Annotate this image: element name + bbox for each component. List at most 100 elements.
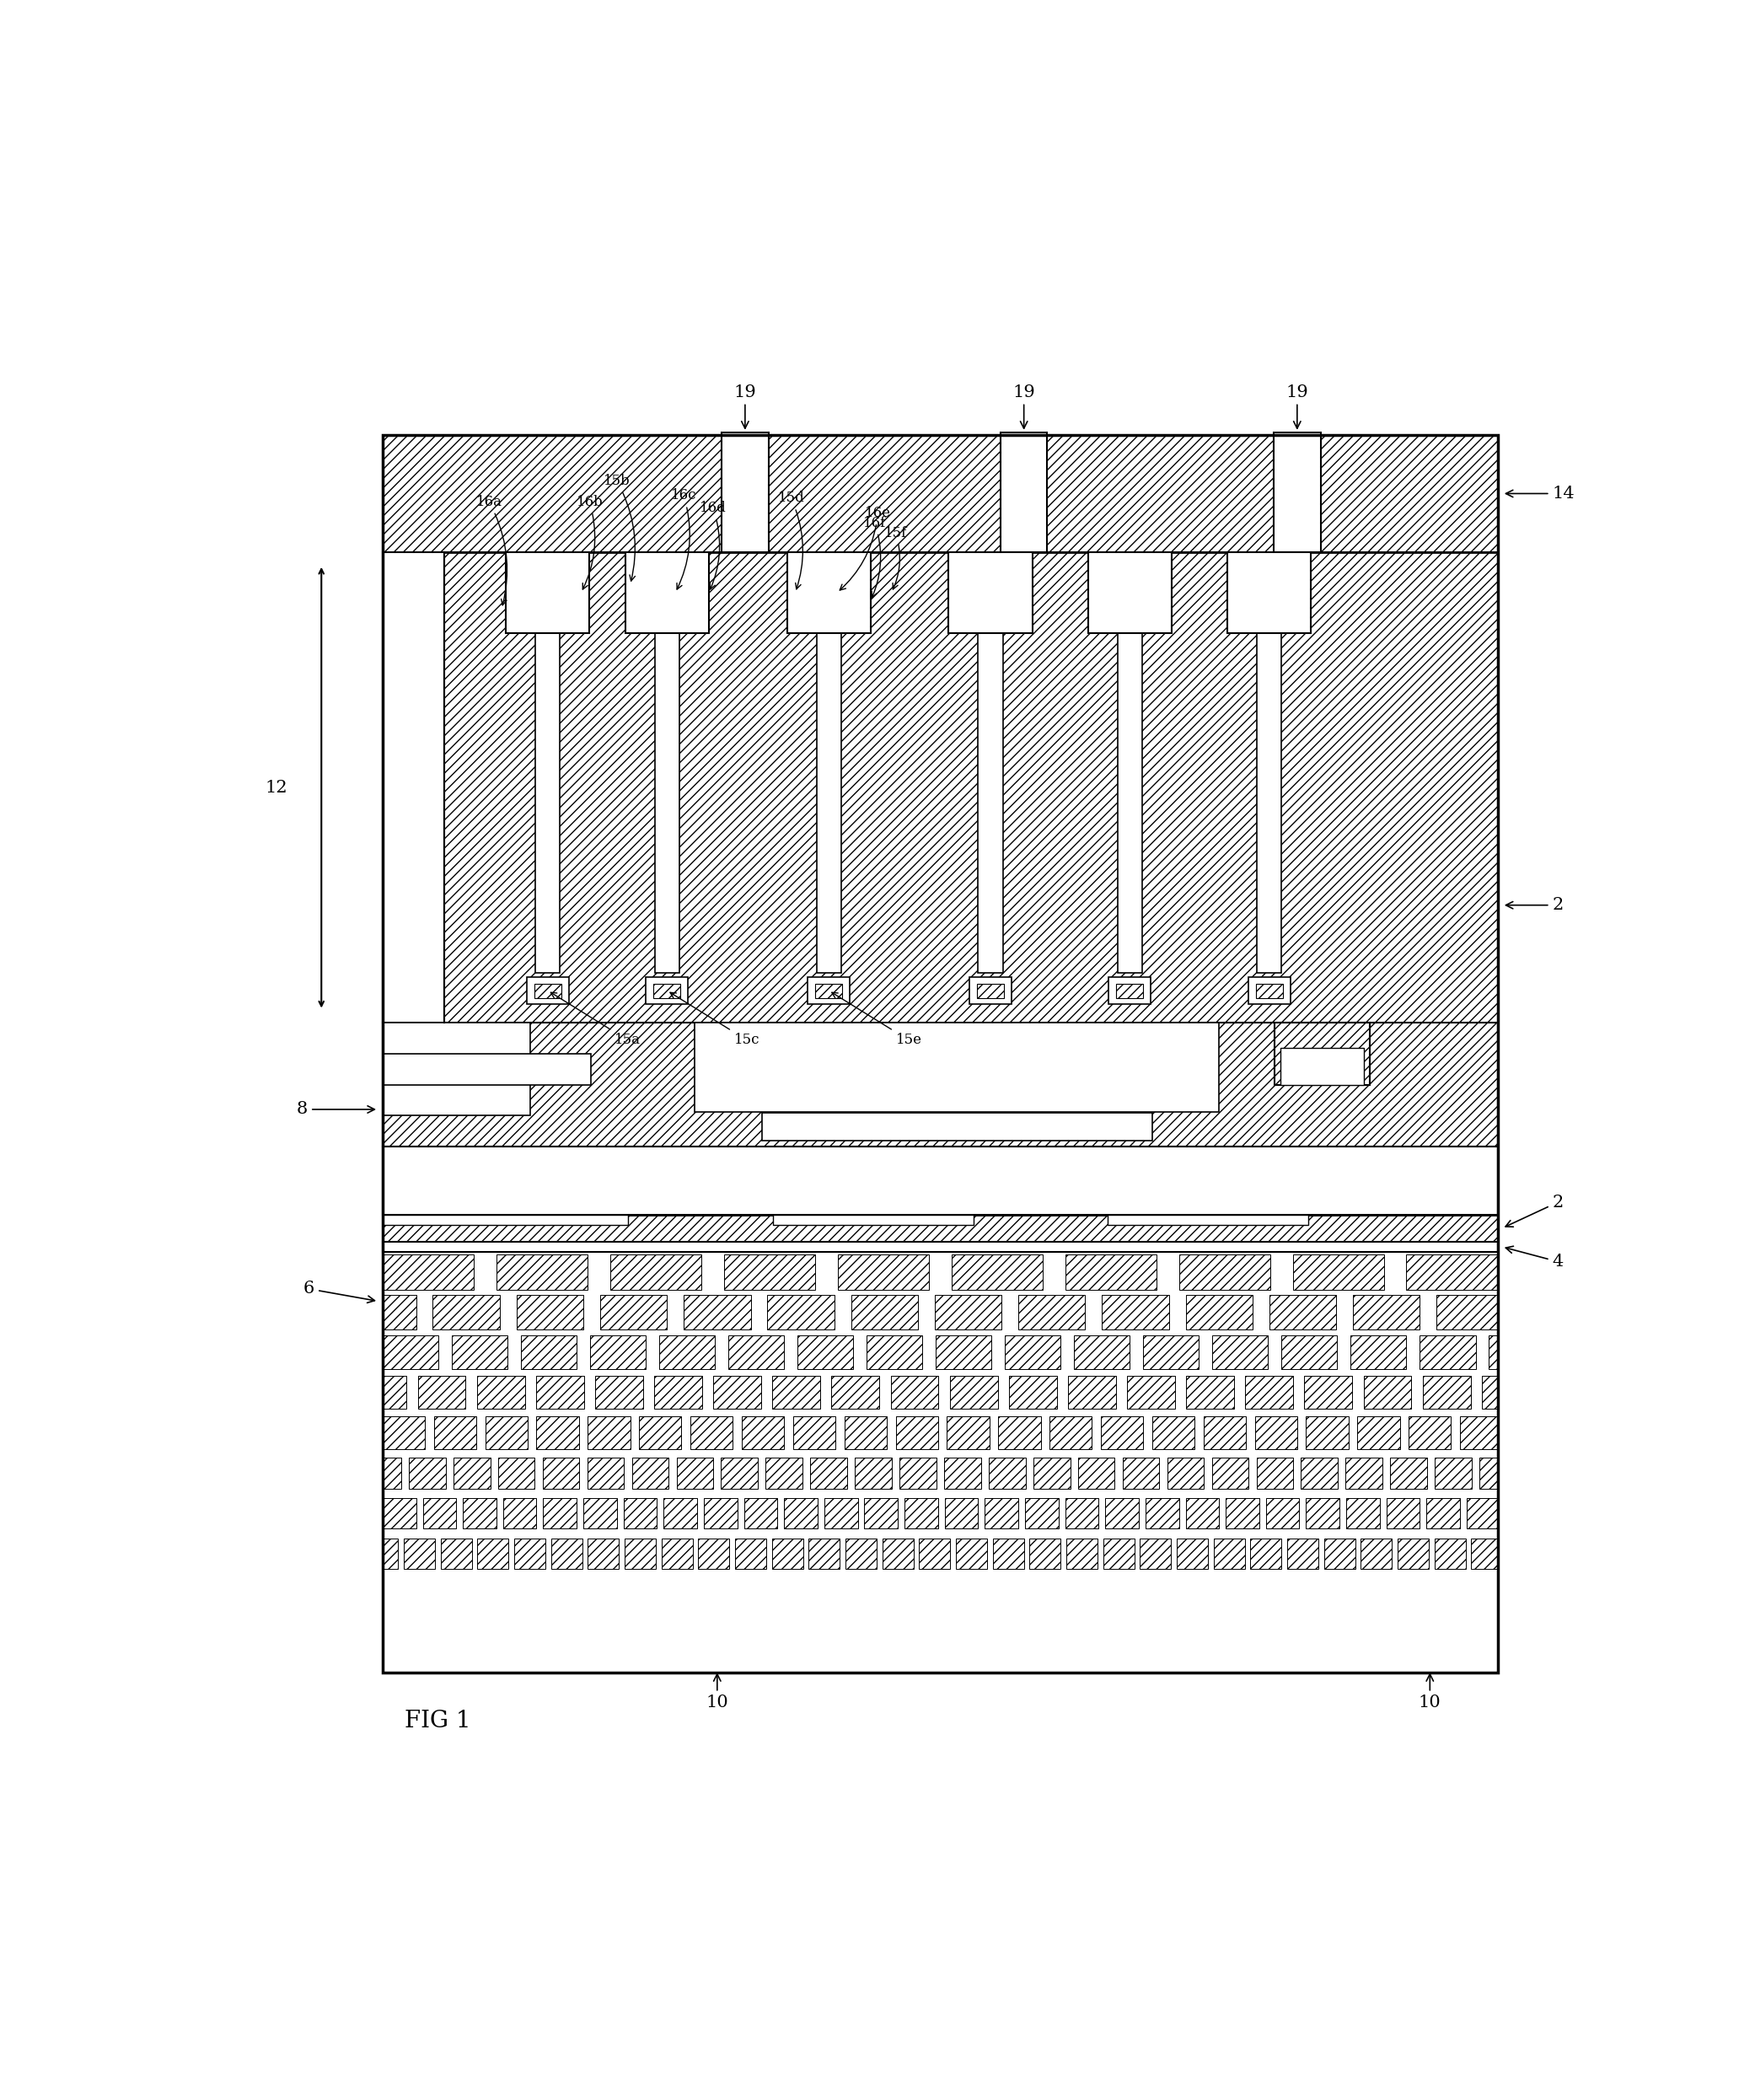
Bar (978, 985, 1004, 997)
Bar (463, 1497, 497, 1529)
Bar (623, 1497, 656, 1529)
Bar (1409, 1418, 1451, 1449)
Text: 15c: 15c (670, 993, 760, 1048)
Bar (477, 1539, 509, 1569)
Bar (1179, 1254, 1271, 1289)
Bar (1118, 552, 1143, 972)
Bar (383, 1418, 425, 1449)
Text: 15d: 15d (777, 491, 804, 590)
Bar (1106, 1497, 1139, 1529)
Text: 10: 10 (706, 1674, 728, 1711)
Bar (409, 1457, 446, 1489)
Bar (951, 1254, 1042, 1289)
Bar (865, 1497, 899, 1529)
Bar (1467, 1497, 1499, 1529)
Bar (883, 1539, 913, 1569)
Bar (484, 1418, 528, 1449)
Bar (1323, 1539, 1355, 1569)
Bar (1109, 976, 1151, 1004)
Bar (1437, 1296, 1497, 1329)
Bar (1065, 1254, 1157, 1289)
Bar (1167, 1457, 1204, 1489)
Bar (1397, 1539, 1429, 1569)
Bar (1186, 1497, 1220, 1529)
Bar (809, 1539, 841, 1569)
Bar (1006, 1336, 1060, 1369)
Bar (595, 1376, 642, 1409)
Bar (418, 1376, 465, 1409)
Bar (639, 1418, 681, 1449)
Bar (1030, 1539, 1060, 1569)
Bar (526, 976, 569, 1004)
Bar (1255, 1418, 1297, 1449)
Bar (1088, 552, 1172, 632)
Bar (588, 1539, 620, 1569)
Bar (383, 1054, 591, 1084)
Bar (698, 1539, 730, 1569)
Bar (1025, 1497, 1058, 1529)
Bar (867, 1336, 923, 1369)
Bar (441, 1539, 472, 1569)
Bar (832, 1376, 879, 1409)
Bar (590, 1336, 646, 1369)
Bar (551, 1539, 583, 1569)
Bar (383, 1539, 398, 1569)
Bar (646, 976, 688, 1004)
Bar (837, 1254, 928, 1289)
Bar (1300, 1457, 1337, 1489)
Bar (1427, 1497, 1460, 1529)
Bar (535, 1376, 584, 1409)
Bar (793, 1418, 835, 1449)
Text: 14: 14 (1506, 485, 1574, 502)
Bar (1436, 1457, 1472, 1489)
Bar (844, 1418, 886, 1449)
Bar (1265, 1497, 1299, 1529)
Bar (1146, 1497, 1179, 1529)
Text: 2: 2 (1506, 897, 1564, 914)
Bar (723, 1254, 816, 1289)
Bar (744, 1497, 777, 1529)
Bar (1481, 1376, 1497, 1409)
Bar (1257, 985, 1283, 997)
Bar (1286, 1539, 1318, 1569)
Bar (1488, 1336, 1497, 1369)
Bar (600, 1296, 667, 1329)
Text: 12: 12 (265, 779, 288, 796)
Bar (1434, 1539, 1465, 1569)
Bar (1390, 1457, 1427, 1489)
Bar (784, 1497, 818, 1529)
Bar (383, 1241, 1497, 1252)
Bar (383, 1254, 474, 1289)
Bar (704, 1497, 737, 1529)
Bar (1176, 1539, 1207, 1569)
Bar (1479, 1457, 1497, 1489)
Bar (1049, 1418, 1092, 1449)
Bar (721, 433, 769, 552)
Bar (1225, 1497, 1260, 1529)
Bar (516, 1296, 583, 1329)
Bar (676, 1457, 713, 1489)
Bar (383, 1214, 1497, 1241)
Text: 8: 8 (297, 1100, 374, 1117)
Bar (851, 1296, 918, 1329)
Bar (1141, 1539, 1171, 1569)
Bar (944, 1497, 978, 1529)
Bar (1104, 1539, 1134, 1569)
Bar (655, 552, 679, 972)
Bar (993, 1539, 1023, 1569)
Bar (1248, 976, 1290, 1004)
Bar (1213, 1539, 1244, 1569)
Text: 15a: 15a (551, 993, 641, 1048)
Bar (542, 1457, 579, 1489)
Bar (762, 1113, 1151, 1140)
Bar (825, 1497, 858, 1529)
Bar (1078, 1457, 1114, 1489)
Bar (948, 1418, 990, 1449)
Bar (816, 552, 841, 972)
Bar (1357, 1418, 1400, 1449)
Bar (1364, 1376, 1411, 1409)
Bar (625, 552, 709, 632)
Bar (505, 552, 590, 632)
Bar (949, 552, 1032, 632)
Bar (383, 1497, 416, 1529)
